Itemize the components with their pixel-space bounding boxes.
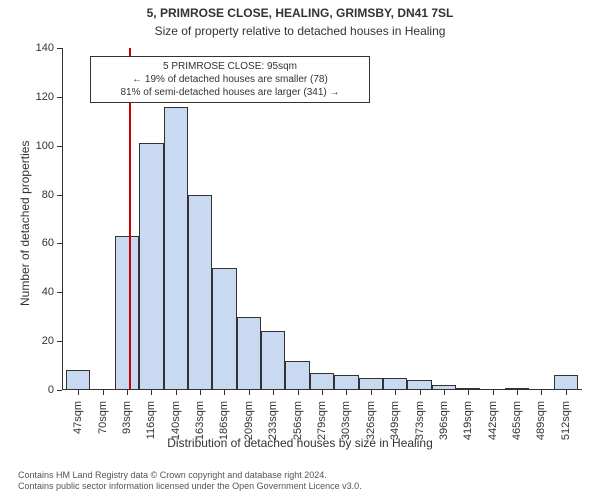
annotation-line1: 5 PRIMROSE CLOSE: 95sqm: [97, 60, 363, 73]
x-tick: [322, 390, 323, 395]
y-tick: [57, 341, 62, 342]
y-axis-line: [62, 48, 63, 390]
footer-line2: Contains public sector information licen…: [18, 481, 362, 492]
histogram-bar: [115, 236, 139, 390]
y-tick-label: 60: [22, 237, 54, 249]
y-tick-label: 140: [22, 42, 54, 54]
y-tick-label: 100: [22, 140, 54, 152]
y-tick-label: 40: [22, 286, 54, 298]
annotation-line3: 81% of semi-detached houses are larger (…: [97, 86, 363, 99]
histogram-bar: [285, 361, 309, 390]
x-tick: [420, 390, 421, 395]
histogram-bar: [139, 143, 163, 390]
x-tick: [249, 390, 250, 395]
x-tick: [566, 390, 567, 395]
y-tick-label: 20: [22, 335, 54, 347]
x-tick: [103, 390, 104, 395]
x-tick: [468, 390, 469, 395]
histogram-bar: [554, 375, 578, 390]
x-tick: [493, 390, 494, 395]
x-tick: [444, 390, 445, 395]
x-tick: [224, 390, 225, 395]
histogram-bar: [164, 107, 188, 390]
x-tick: [176, 390, 177, 395]
histogram-bar: [188, 195, 212, 390]
x-tick: [273, 390, 274, 395]
y-tick: [57, 390, 62, 391]
histogram-bar: [66, 370, 90, 390]
histogram-bar: [310, 373, 334, 390]
y-tick-label: 80: [22, 189, 54, 201]
y-axis-label: Number of detached properties: [18, 141, 32, 306]
histogram-bar: [407, 380, 431, 390]
y-tick: [57, 243, 62, 244]
x-tick: [78, 390, 79, 395]
y-tick: [57, 48, 62, 49]
histogram-bar: [212, 268, 236, 390]
x-tick: [298, 390, 299, 395]
histogram-bar: [261, 331, 285, 390]
x-tick: [371, 390, 372, 395]
x-tick: [346, 390, 347, 395]
y-tick: [57, 292, 62, 293]
histogram-bar: [383, 378, 407, 390]
histogram-bar: [237, 317, 261, 390]
chart-container: { "titles": { "line1": "5, PRIMROSE CLOS…: [0, 0, 600, 500]
y-tick: [57, 97, 62, 98]
x-tick: [541, 390, 542, 395]
y-tick-label: 120: [22, 91, 54, 103]
x-tick: [151, 390, 152, 395]
y-tick: [57, 146, 62, 147]
chart-title-subtitle: Size of property relative to detached ho…: [0, 24, 600, 38]
x-tick: [200, 390, 201, 395]
annotation-line2: ← 19% of detached houses are smaller (78…: [97, 73, 363, 86]
chart-title-address: 5, PRIMROSE CLOSE, HEALING, GRIMSBY, DN4…: [0, 6, 600, 20]
x-tick: [517, 390, 518, 395]
y-tick: [57, 195, 62, 196]
x-tick: [395, 390, 396, 395]
y-tick-label: 0: [22, 384, 54, 396]
histogram-bar: [359, 378, 383, 390]
x-tick: [127, 390, 128, 395]
footer-line1: Contains HM Land Registry data © Crown c…: [18, 470, 362, 481]
annotation-box: 5 PRIMROSE CLOSE: 95sqm ← 19% of detache…: [90, 56, 370, 103]
histogram-bar: [334, 375, 358, 390]
footer-attribution: Contains HM Land Registry data © Crown c…: [18, 470, 362, 493]
